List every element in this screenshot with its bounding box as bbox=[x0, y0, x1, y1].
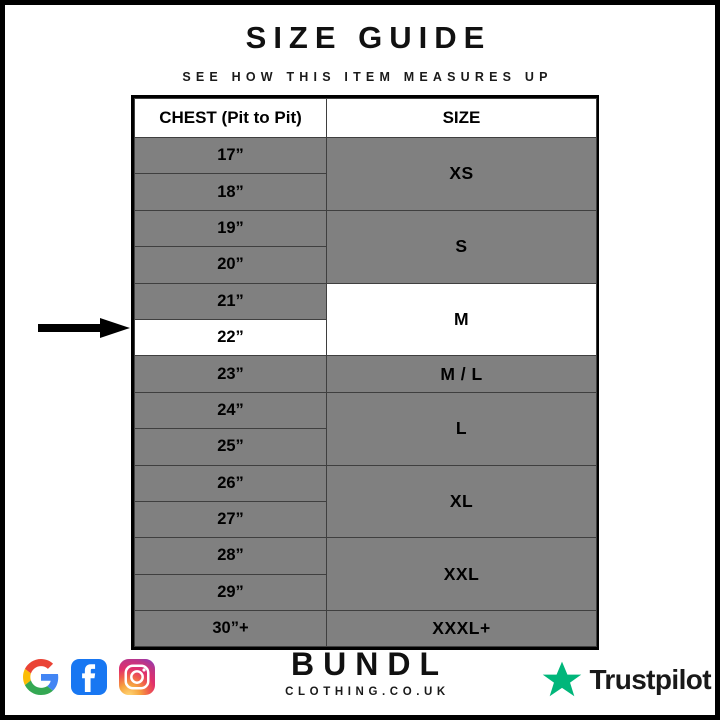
chest-measurement-cell: 26” bbox=[134, 464, 327, 502]
footer: BUNDL CLOTHING.CO.UK Trustpilot bbox=[5, 639, 720, 719]
table-row: 27” bbox=[134, 500, 597, 539]
chest-measurement-cell: 23” bbox=[134, 355, 327, 393]
trustpilot-logo[interactable]: Trustpilot bbox=[541, 659, 712, 701]
table-row: 30”+ XXXL+ bbox=[134, 610, 597, 648]
social-links bbox=[23, 659, 155, 695]
table-row: 19” S bbox=[134, 209, 597, 284]
chest-measurement-cell: 21” bbox=[134, 282, 327, 320]
table-row: 25” bbox=[134, 428, 597, 466]
table-body: 17” XS 18” 19” S 20” 21” M 22” 23” M / L 24” L 25” 26”… bbox=[134, 136, 597, 648]
table-row: 26” XL bbox=[134, 464, 597, 539]
chest-measurement-cell: 18” bbox=[134, 173, 327, 211]
page-title: SIZE GUIDE bbox=[245, 20, 492, 55]
table-row: 18” bbox=[134, 173, 597, 211]
chest-measurement-cell: 22” bbox=[134, 318, 327, 357]
table-header-row: CHEST (Pit to Pit) SIZE bbox=[134, 98, 597, 138]
brand-block: BUNDL CLOTHING.CO.UK bbox=[5, 647, 720, 700]
chest-measurement-cell: 28” bbox=[134, 537, 327, 575]
table-row: 24” L bbox=[134, 391, 597, 466]
table-row: 20” bbox=[134, 246, 597, 284]
selected-size-arrow-icon bbox=[38, 318, 130, 338]
size-label-cell: XS bbox=[326, 137, 597, 211]
size-label-cell: L bbox=[326, 391, 597, 466]
table-row: 17” XS bbox=[134, 136, 597, 211]
chest-measurement-cell: 25” bbox=[134, 428, 327, 466]
size-label-cell: XXL bbox=[326, 537, 597, 612]
size-label-cell: S bbox=[326, 209, 597, 284]
facebook-icon[interactable] bbox=[71, 659, 107, 695]
trustpilot-wordmark: Trustpilot bbox=[589, 664, 711, 695]
table-row: 29” bbox=[134, 573, 597, 612]
table-row: 21” M bbox=[134, 282, 597, 357]
table-row: 23” M / L bbox=[134, 355, 597, 393]
instagram-icon[interactable] bbox=[119, 659, 155, 695]
chest-measurement-cell: 24” bbox=[134, 391, 327, 430]
trustpilot-star-icon bbox=[543, 661, 582, 697]
size-label-cell: M / L bbox=[326, 355, 597, 393]
size-label-cell: XXXL+ bbox=[326, 610, 597, 648]
header-block: SIZE GUIDE SEE HOW THIS ITEM MEASURES UP bbox=[5, 19, 720, 87]
chest-measurement-cell: 20” bbox=[134, 246, 327, 284]
page-subtitle: SEE HOW THIS ITEM MEASURES UP bbox=[182, 70, 553, 84]
chest-measurement-cell: 30”+ bbox=[134, 610, 327, 648]
table-row: 28” XXL bbox=[134, 537, 597, 612]
chest-measurement-cell: 17” bbox=[134, 136, 327, 175]
column-header-chest: CHEST (Pit to Pit) bbox=[134, 98, 327, 138]
size-table: CHEST (Pit to Pit) SIZE 17” XS 18” 19” S 20” 2… bbox=[134, 98, 597, 648]
chest-measurement-cell: 29” bbox=[134, 573, 327, 612]
table-head: CHEST (Pit to Pit) SIZE bbox=[134, 98, 597, 138]
column-header-size: SIZE bbox=[326, 98, 597, 138]
brand-domain: CLOTHING.CO.UK bbox=[285, 686, 450, 698]
size-label-cell: XL bbox=[326, 464, 597, 539]
google-icon[interactable] bbox=[23, 659, 59, 695]
chest-measurement-cell: 19” bbox=[134, 209, 327, 248]
brand-name: BUNDL bbox=[291, 646, 448, 682]
size-table-wrapper: CHEST (Pit to Pit) SIZE 17” XS 18” 19” S 20” 2… bbox=[131, 95, 599, 651]
chest-measurement-cell: 27” bbox=[134, 500, 327, 539]
size-label-cell: M bbox=[326, 282, 597, 357]
